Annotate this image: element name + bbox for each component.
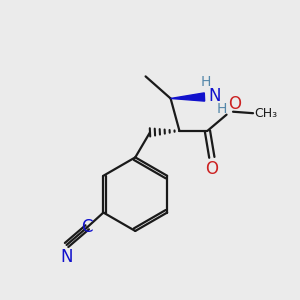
Text: C: C — [82, 218, 93, 236]
Text: N: N — [60, 248, 73, 266]
Text: O: O — [205, 160, 218, 178]
Polygon shape — [171, 93, 205, 101]
Text: O: O — [228, 95, 241, 113]
Text: H: H — [217, 102, 227, 116]
Text: H: H — [201, 75, 211, 89]
Text: CH₃: CH₃ — [254, 107, 278, 120]
Text: N: N — [208, 87, 220, 105]
